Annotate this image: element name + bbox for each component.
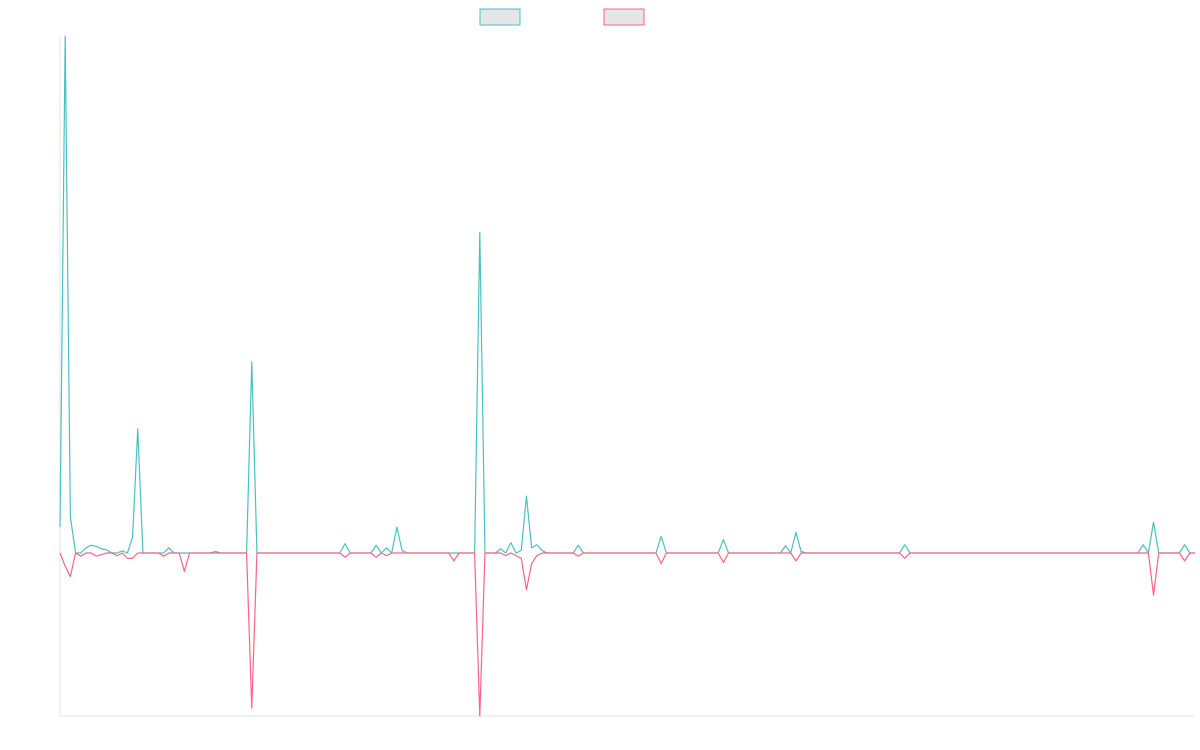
- series-line-1: [59, 35, 1195, 554]
- series-line-2: [59, 552, 1195, 717]
- series-layer: [59, 35, 1195, 717]
- legend-swatch-1[interactable]: [479, 8, 521, 26]
- legend-swatch-2[interactable]: [603, 8, 645, 26]
- legend: [479, 8, 645, 26]
